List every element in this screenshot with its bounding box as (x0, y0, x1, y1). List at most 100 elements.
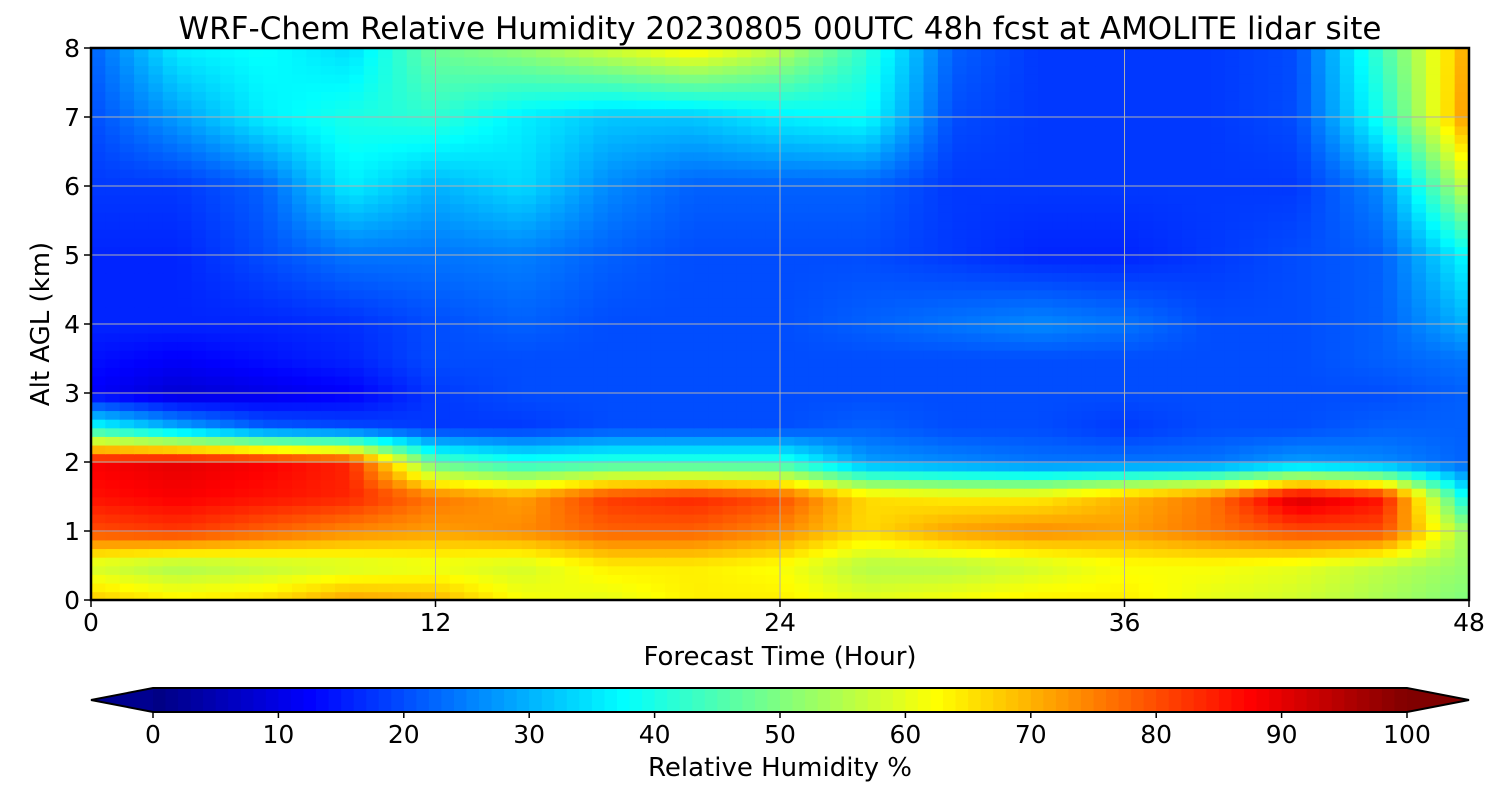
heatmap-cell (593, 582, 609, 593)
heatmap-cell (406, 272, 422, 282)
heatmap-cell (607, 324, 623, 334)
heatmap-cell (1339, 315, 1355, 325)
heatmap-cell (1181, 487, 1198, 498)
heatmap-cell (780, 505, 796, 515)
heatmap-cell (449, 341, 465, 351)
heatmap-cell (335, 194, 351, 205)
heatmap-cell (851, 505, 867, 515)
heatmap-cell (507, 289, 523, 299)
heatmap-cell (579, 306, 595, 317)
heatmap-cell (722, 539, 738, 550)
heatmap-cell (320, 263, 336, 274)
heatmap-cell (1081, 556, 1097, 567)
heatmap-cell (234, 229, 250, 239)
heatmap-cell (1224, 582, 1241, 593)
heatmap-cell (1067, 436, 1083, 446)
heatmap-cell (306, 203, 322, 213)
heatmap-cell (1052, 298, 1068, 308)
heatmap-cell (693, 246, 710, 256)
heatmap-cell (1110, 427, 1126, 437)
heatmap-cell (392, 177, 408, 187)
heatmap-cell (162, 211, 178, 222)
heatmap-cell (177, 186, 193, 196)
heatmap-cell (980, 203, 997, 213)
heatmap-cell (392, 427, 408, 437)
heatmap-cell (1411, 255, 1427, 265)
heatmap-cell (607, 522, 623, 532)
heatmap-cell (823, 418, 839, 429)
heatmap-cell (220, 237, 236, 248)
heatmap-cell (780, 444, 796, 455)
heatmap-cell (248, 306, 265, 317)
heatmap-cell (1454, 298, 1469, 308)
heatmap-cell (937, 548, 954, 558)
heatmap-cell (191, 186, 207, 196)
heatmap-cell (1153, 487, 1169, 498)
heatmap-cell (1311, 203, 1327, 213)
heatmap-cell (622, 349, 638, 360)
heatmap-cell (335, 186, 351, 196)
heatmap-cell (550, 237, 566, 248)
heatmap-cell (995, 418, 1011, 429)
heatmap-cell (234, 246, 250, 256)
heatmap-cell (1282, 462, 1298, 472)
heatmap-cell (1268, 177, 1284, 187)
heatmap-cell (421, 341, 437, 351)
heatmap-cell (1167, 556, 1183, 567)
heatmap-cell (1296, 324, 1312, 334)
heatmap-cell (277, 298, 293, 308)
heatmap-cell (880, 229, 896, 239)
heatmap-cell (636, 332, 652, 343)
heatmap-cell (1224, 462, 1241, 472)
heatmap-cell (1296, 289, 1312, 299)
heatmap-cell (1052, 410, 1068, 420)
heatmap-cell (507, 220, 523, 230)
heatmap-cell (1239, 436, 1255, 446)
heatmap-cell (1440, 151, 1456, 161)
heatmap-cell (1454, 462, 1469, 472)
heatmap-cell (1210, 444, 1226, 455)
heatmap-cell (177, 203, 193, 213)
heatmap-cell (1296, 237, 1312, 248)
heatmap-cell (464, 349, 480, 360)
heatmap-cell (1454, 401, 1469, 412)
heatmap-cell (1311, 151, 1327, 161)
heatmap-cell (91, 289, 107, 299)
heatmap-cell (966, 203, 982, 213)
heatmap-cell (722, 418, 738, 429)
heatmap-cell (1224, 565, 1241, 575)
heatmap-cell (1210, 470, 1226, 481)
heatmap-cell (937, 203, 954, 213)
heatmap-cell (909, 393, 925, 403)
heatmap-cell (421, 436, 437, 446)
heatmap-cell (363, 280, 379, 291)
heatmap-cell (1224, 522, 1241, 532)
heatmap-cell (1454, 151, 1469, 161)
heatmap-cell (349, 418, 365, 429)
heatmap-cell (1253, 487, 1269, 498)
heatmap-cell (320, 556, 336, 567)
heatmap-cell (464, 358, 480, 368)
heatmap-cell (622, 220, 638, 230)
heatmap-cell (1196, 522, 1212, 532)
heatmap-cell (1181, 565, 1198, 575)
heatmap-cell (1095, 168, 1111, 179)
heatmap-cell (91, 418, 107, 429)
heatmap-cell (1095, 591, 1111, 600)
heatmap-cell (119, 487, 135, 498)
heatmap-cell (535, 582, 552, 593)
heatmap-cell (1282, 496, 1298, 506)
heatmap-cell (794, 591, 810, 600)
heatmap-cell (406, 211, 422, 222)
heatmap-cell (966, 591, 982, 600)
heatmap-cell (1296, 462, 1312, 472)
heatmap-cell (1382, 332, 1399, 343)
heatmap-cell (1110, 280, 1126, 291)
heatmap-cell (1124, 280, 1140, 291)
heatmap-cell (622, 591, 638, 600)
heatmap-cell (119, 505, 135, 515)
heatmap-cell (349, 194, 365, 205)
heatmap-cell (679, 177, 695, 187)
heatmap-cell (1282, 367, 1298, 377)
heatmap-cell (320, 522, 336, 532)
